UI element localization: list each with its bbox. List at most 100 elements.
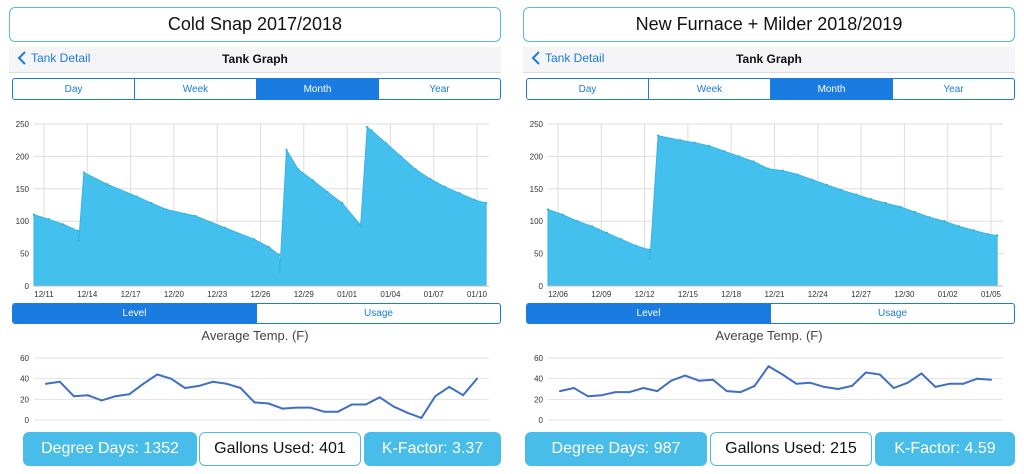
period-segmented-control: Day Week Month Year <box>12 78 501 100</box>
back-button[interactable]: Tank Detail <box>531 51 604 65</box>
tab-usage[interactable]: Usage <box>770 304 1014 323</box>
y-tick-label: 50 <box>534 250 543 259</box>
tab-month[interactable]: Month <box>256 79 378 99</box>
level-point <box>267 245 271 249</box>
temperature-point <box>197 384 200 387</box>
level-point <box>634 244 638 248</box>
x-tick-label: 01/01 <box>337 290 358 299</box>
temperature-point <box>476 377 478 380</box>
tab-week[interactable]: Week <box>648 79 770 99</box>
level-point <box>928 216 931 219</box>
temperature-point <box>878 373 881 376</box>
temperature-point <box>600 394 603 397</box>
temperature-point <box>128 393 131 396</box>
back-label: Tank Detail <box>31 51 91 65</box>
temperature-point <box>976 377 979 380</box>
tab-level[interactable]: Level <box>13 304 256 323</box>
level-point <box>855 193 858 196</box>
temperature-point <box>86 394 89 397</box>
level-point <box>32 213 36 216</box>
y-tick-label: 60 <box>534 354 543 363</box>
level-point <box>810 178 814 181</box>
nav-bar: Tank Detail Tank Graph <box>9 47 501 73</box>
temperature-point <box>684 374 687 377</box>
temp-chart-title: Average Temp. (F) <box>201 328 309 343</box>
x-tick-label: 01/10 <box>467 290 488 299</box>
level-point <box>414 168 417 171</box>
tab-year[interactable]: Year <box>892 79 1014 99</box>
level-point <box>943 220 946 223</box>
level-point <box>752 160 755 163</box>
temperature-point <box>864 371 867 374</box>
x-tick-label: 12/21 <box>764 290 785 299</box>
tab-year[interactable]: Year <box>378 79 500 99</box>
x-tick-label: 12/17 <box>121 290 142 299</box>
level-point <box>135 195 138 198</box>
level-point <box>458 192 461 195</box>
level-point <box>656 134 660 137</box>
x-tick-label: 12/12 <box>635 290 656 299</box>
temperature-chart: 0 20 40 60 <box>20 354 489 425</box>
back-button[interactable]: Tank Detail <box>17 51 90 65</box>
y-tick-label: 150 <box>16 185 30 194</box>
temperature-point <box>406 411 409 414</box>
level-point <box>285 148 288 152</box>
temperature-line <box>45 373 478 419</box>
temperature-point <box>837 388 840 390</box>
temperature-point <box>142 382 145 385</box>
x-tick-label: 12/18 <box>721 290 742 299</box>
x-tick-label: 12/14 <box>77 290 98 299</box>
y-tick-label: 150 <box>530 185 544 194</box>
temperature-point <box>642 386 645 389</box>
metric-segmented-control: Level Usage <box>12 303 501 324</box>
temperature-chart: 0 20 40 60 <box>534 354 1003 425</box>
temperature-point <box>267 402 270 405</box>
level-point <box>370 129 373 132</box>
level-point <box>796 173 799 176</box>
temperature-point <box>309 406 312 409</box>
level-point <box>781 169 785 172</box>
level-point <box>429 177 432 181</box>
tab-day[interactable]: Day <box>64 83 83 95</box>
tab-day[interactable]: Day <box>578 83 597 95</box>
temperature-point <box>990 378 992 381</box>
x-tick-label: 01/07 <box>424 290 445 299</box>
temperature-point <box>156 373 159 376</box>
level-point <box>277 253 281 257</box>
temperature-point <box>100 399 103 402</box>
level-point <box>648 257 652 260</box>
temperature-point <box>795 382 798 385</box>
x-tick-label: 01/05 <box>981 290 1002 299</box>
y-tick-label: 100 <box>530 217 544 226</box>
k-factor-stat: K-Factor: 3.37 <box>364 432 501 466</box>
tab-usage[interactable]: Usage <box>256 304 500 323</box>
tank-level-chart: 0 50 100 150 200 250 12/11 12/14 12/17 12/20 12/23… <box>16 120 489 299</box>
nav-title: Tank Graph <box>736 52 802 66</box>
level-point <box>443 185 447 189</box>
temperature-point <box>45 382 47 385</box>
level-point <box>252 238 256 241</box>
x-tick-label: 12/11 <box>34 290 54 299</box>
level-point <box>359 225 362 228</box>
temperature-point <box>58 380 61 383</box>
level-point <box>194 214 197 218</box>
x-tick-label: 01/04 <box>380 290 401 299</box>
level-point <box>913 210 917 214</box>
temperature-point <box>906 381 909 384</box>
level-point <box>825 183 829 187</box>
level-point <box>76 229 80 233</box>
tab-month[interactable]: Month <box>770 79 892 99</box>
x-tick-label: 01/02 <box>938 290 959 299</box>
tab-level[interactable]: Level <box>527 304 770 323</box>
level-point <box>987 232 990 236</box>
level-point <box>62 223 65 226</box>
level-point <box>648 248 651 251</box>
temperature-point <box>170 377 173 380</box>
level-point <box>737 155 741 158</box>
temperature-point <box>781 373 784 376</box>
temperature-point <box>962 382 965 385</box>
level-point <box>358 223 362 226</box>
temperature-point <box>462 394 465 397</box>
level-point <box>576 220 579 223</box>
tab-week[interactable]: Week <box>134 79 256 99</box>
